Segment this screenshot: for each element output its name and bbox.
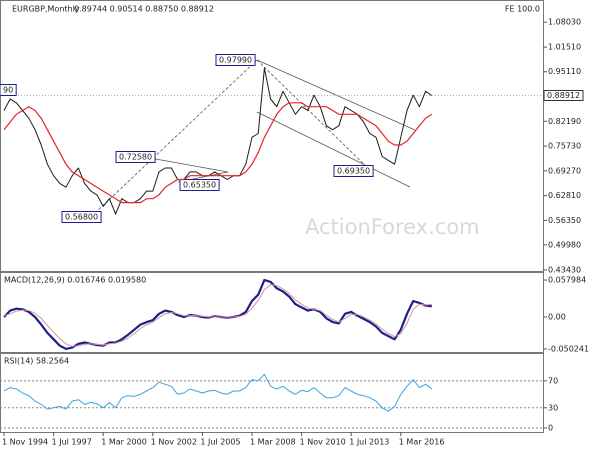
series-line [3,102,433,204]
y-tick-label: 0.82190 [548,117,581,126]
annotation-box [61,211,102,223]
series-line [3,373,433,412]
x-tick-label: 1 Nov 2010 [300,438,346,447]
x-tick-label: 1 Jul 1997 [52,438,92,447]
y-tick-label: 0.43430 [548,265,581,274]
annotation-box [215,54,256,66]
y-tick-label: 0 [548,423,553,432]
annotation-label: 0.97990 [219,56,252,65]
y-tick-label: -0.050241 [548,345,589,354]
series-line [3,67,433,215]
y-tick-label: 0.56350 [548,216,581,225]
annotation-box [115,151,156,163]
x-tick-label: 1 Nov 2002 [151,438,197,447]
annotation-label: 0.69350 [337,167,370,176]
y-tick-label: 0.62810 [548,191,581,200]
trend-line [94,59,258,214]
x-tick-label: 1 Nov 1994 [2,438,48,447]
trend-lines [94,59,416,214]
y-tick-label: 1.08030 [548,18,581,27]
rsi-panel [0,353,544,433]
y-tick-label: 0.69270 [548,166,581,175]
annotation-label: 0.56800 [65,213,98,222]
annotation-box [179,179,220,191]
annotation-label: 0.65350 [183,181,216,190]
series-line [3,278,432,350]
y-tick-label: 1.01510 [548,43,581,52]
x-tick-label: 1 Jul 2013 [349,438,389,447]
chart-subtitle: 0.89744 0.90514 0.88750 0.88912 [74,5,214,14]
y-tick-label: 0.95110 [548,67,581,76]
x-tick-label: 1 Mar 2008 [250,438,296,447]
annotation-label: 90 [3,86,13,95]
last-price-box [543,89,584,101]
x-tick-label: 1 Mar 2016 [399,438,445,447]
series-line [3,284,432,347]
corner-label: FE 100.0 [505,5,540,14]
last-price-label: 0.88912 [547,91,580,100]
chart-title: EURGBP,Monthly [12,5,80,14]
rsi-title: RSI(14) 58.2564 [4,357,69,366]
y-tick-label: 0.75730 [548,142,581,151]
annotation-box [0,84,17,96]
trend-line [256,59,373,173]
y-tick-label: 30 [548,403,558,412]
y-tick-label: 0.49980 [548,240,581,249]
annotation-label: 0.72580 [119,153,152,162]
price-panel [0,0,544,272]
channel-line [256,111,411,188]
watermark: ActionForex.com [305,215,480,239]
x-tick-label: 1 Jul 2005 [200,438,240,447]
annotation-box [333,165,374,177]
y-tick-label: 0.00 [548,312,566,321]
y-tick-label: 70 [548,376,558,385]
macd-title: MACD(12,26,9) 0.016746 0.019580 [4,276,146,285]
x-tick-label: 1 Mar 2000 [101,438,147,447]
macd-panel [0,272,544,353]
triangle-line [149,157,229,173]
y-tick-label: 0.057984 [548,276,586,285]
